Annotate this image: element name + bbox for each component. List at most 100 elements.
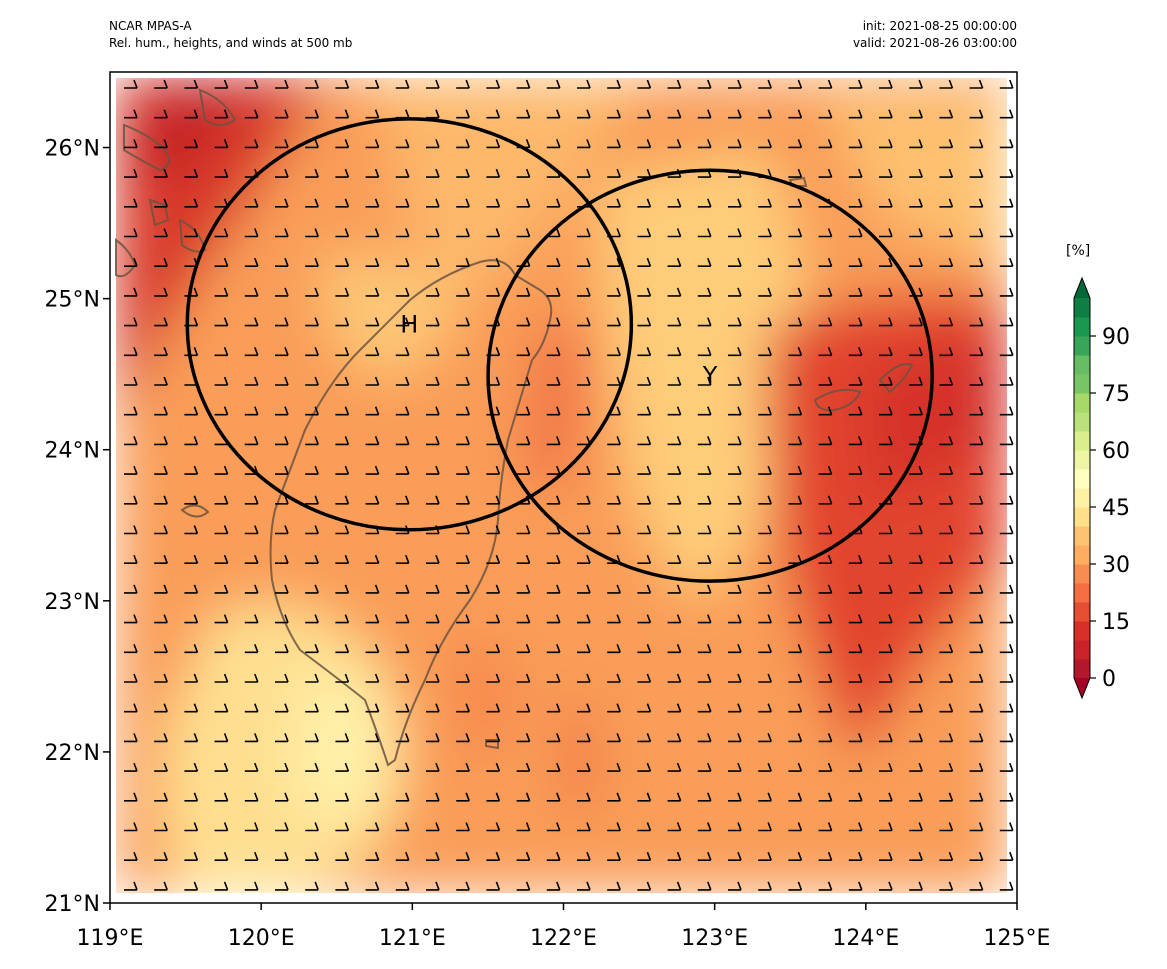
wind-barb [546,376,561,386]
wind-barb [758,79,772,89]
wind-barb [758,139,772,149]
wind-barb [637,703,652,713]
wind-barb [909,792,923,802]
wind-barb [879,257,893,267]
wind-barb [124,762,138,772]
wind-barb [305,79,319,89]
wind-barb [305,733,319,743]
wind-barb [909,376,923,386]
wind-barb [788,436,803,446]
wind-barb [848,168,863,178]
wind-barb [848,614,863,624]
wind-barb [456,168,470,178]
wind-barb [124,228,138,238]
wind-barb [244,881,259,891]
wind-barb [305,792,319,802]
wind-barb [788,406,803,416]
wind-barb [124,79,138,89]
wind-barb [275,762,289,772]
wind-barb [577,495,591,505]
wind-barb [788,228,803,238]
wind-barb [124,347,138,357]
wind-barb [999,139,1014,149]
wind-barb [546,109,561,119]
wind-barb [124,673,138,683]
wind-barb [879,881,893,891]
wind-barb [184,79,199,89]
wind-barb [456,792,470,802]
wind-barb [275,614,289,624]
wind-barb [395,792,410,802]
wind-barb [909,851,923,861]
wind-barb [214,257,229,267]
wind-barb [969,347,984,357]
wind-barb [999,79,1014,89]
wind-barb [154,881,168,891]
wind-barb [577,257,591,267]
wind-barb [728,287,742,297]
wind-barb [637,881,652,891]
wind-barb [607,347,621,357]
wind-barb [818,733,833,743]
wind-barb [879,703,893,713]
wind-barb [939,673,954,683]
wind-barb [939,465,954,475]
wind-barb [546,317,561,327]
wind-barb [516,644,531,654]
wind-barb [848,495,863,505]
wind-barb [697,554,712,564]
wind-barb [667,406,682,416]
wind-barb [577,644,591,654]
wind-barb [607,317,621,327]
wind-barb [637,762,652,772]
wind-barb [546,822,561,832]
field-description: Rel. hum., heights, and winds at 500 mb [109,36,353,50]
wind-barb [154,287,168,297]
wind-barb [577,792,591,802]
wind-barb [305,168,319,178]
wind-barb [456,228,470,238]
wind-barb [335,228,350,238]
wind-barb [697,79,712,89]
wind-barb [305,109,319,119]
wind-barb [456,139,470,149]
wind-barb [577,822,591,832]
wind-barb [758,287,772,297]
colorbar-tick-label: 45 [1102,496,1130,521]
wind-barb [456,733,470,743]
wind-barb [184,465,199,475]
wind-barb [365,762,380,772]
wind-barb [335,614,350,624]
wind-barb [788,762,803,772]
wind-barb [214,881,229,891]
wind-barb [275,168,289,178]
wind-barb [637,79,652,89]
wind-barb [365,347,380,357]
wind-barb [154,525,168,535]
wind-barb [969,762,984,772]
wind-barb [546,406,561,416]
wind-barb [697,198,712,208]
wind-barb [969,198,984,208]
wind-barb [999,495,1014,505]
wind-barb [184,525,199,535]
wind-barb [244,762,259,772]
wind-barb [848,644,863,654]
wind-barb [697,109,712,119]
wind-barb [154,317,168,327]
wind-barb [999,881,1014,891]
wind-barb [879,406,893,416]
wind-barb [667,317,682,327]
wind-barb [879,79,893,89]
wind-barb [848,584,863,594]
wind-barb [426,792,440,802]
wind-barb [184,614,199,624]
wind-barb [395,347,410,357]
colorbar-segment [1074,412,1090,432]
wind-barb [879,822,893,832]
wind-barb [456,287,470,297]
wind-barb [516,406,531,416]
wind-barb [184,139,199,149]
wind-barb [818,376,833,386]
wind-barb [758,198,772,208]
